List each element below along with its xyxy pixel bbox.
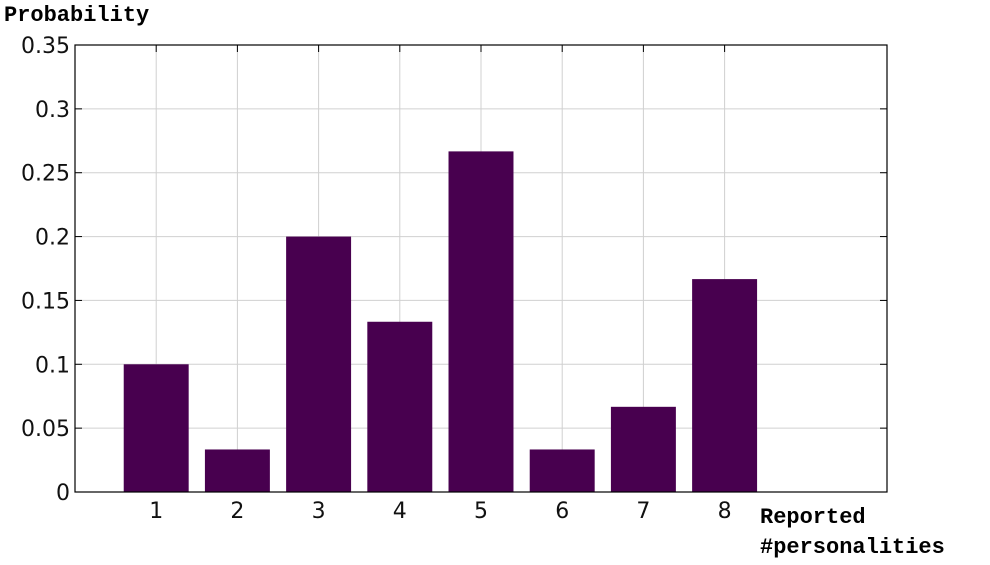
bar [448,151,514,493]
y-tick-label: 0.3 [35,98,70,123]
y-tick-label: 0.1 [35,353,70,378]
x-axis-label: #personalities [760,535,945,560]
bar [692,279,758,492]
x-tick-label: 8 [718,499,732,524]
plot-frame [74,44,888,493]
x-tick-label: 1 [149,499,163,524]
x-tick-label: 6 [555,499,569,524]
bar [529,449,595,492]
x-tick-label: 4 [393,499,407,524]
bar [610,406,676,492]
bar [367,321,433,492]
y-axis-label: Probability [4,3,149,28]
x-tick-label: 2 [230,499,244,524]
x-tick-label: 5 [474,499,488,524]
y-tick-label: 0 [56,481,70,506]
x-tick-label: 3 [312,499,326,524]
bar [204,449,270,492]
y-tick-label: 0.25 [21,162,70,187]
y-tick-label: 0.05 [21,417,70,442]
x-axis-label: Reported [760,505,866,530]
x-tick-label: 7 [636,499,650,524]
y-tick-label: 0.35 [21,34,70,59]
bar [286,236,352,492]
y-tick-label: 0.2 [35,226,70,251]
bar [123,364,189,492]
y-tick-label: 0.15 [21,289,70,314]
